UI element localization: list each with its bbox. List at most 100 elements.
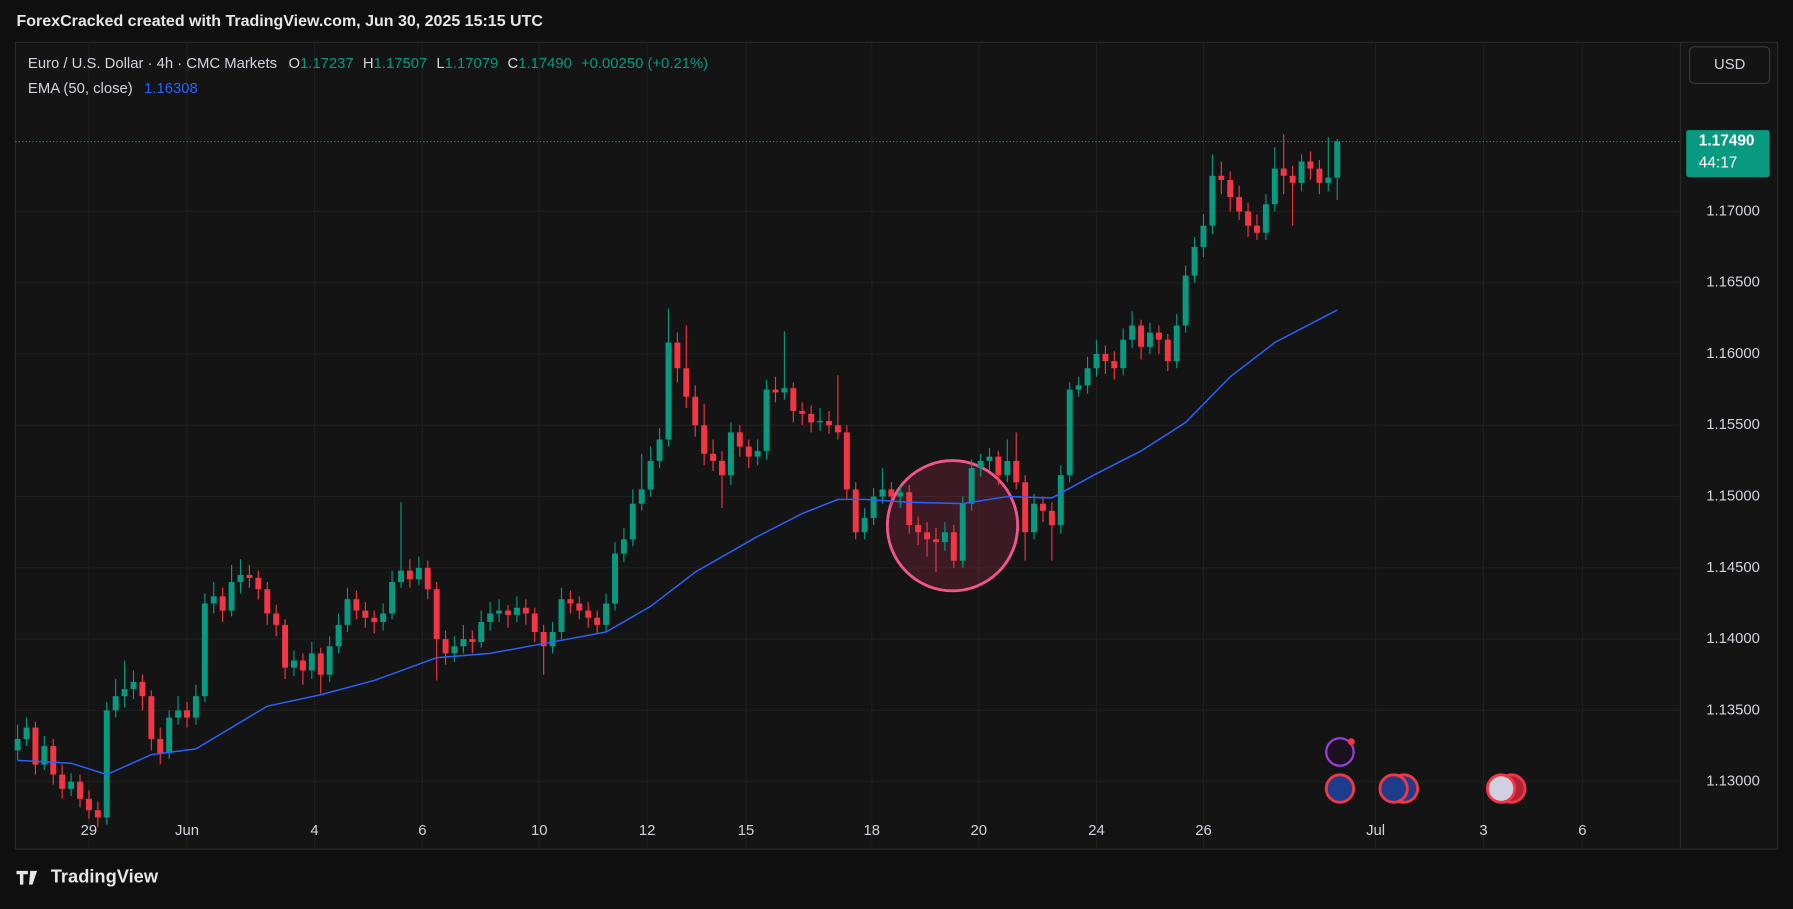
candle-body bbox=[1022, 482, 1029, 533]
x-tick-label: 10 bbox=[531, 823, 548, 839]
candle-body bbox=[906, 492, 913, 526]
candle-body bbox=[567, 599, 574, 604]
candle-body bbox=[790, 388, 797, 411]
candle-body bbox=[1182, 275, 1189, 326]
candle-body bbox=[843, 432, 850, 490]
candle-body bbox=[1129, 325, 1136, 340]
candle-body bbox=[451, 646, 458, 654]
candle-body bbox=[531, 613, 538, 632]
candle-body bbox=[959, 503, 966, 561]
candle-body bbox=[1048, 510, 1055, 526]
candle-body bbox=[371, 617, 378, 623]
candle-body bbox=[505, 610, 511, 615]
candle-body bbox=[291, 660, 297, 668]
event-dot bbox=[1347, 738, 1355, 746]
ema-name: EMA (50, close) bbox=[28, 81, 133, 97]
candle-body bbox=[362, 610, 369, 618]
candle-body bbox=[834, 425, 841, 433]
event-icon[interactable] bbox=[1325, 737, 1355, 767]
marks bbox=[14, 134, 1681, 828]
candle-body bbox=[1147, 332, 1153, 347]
candle-body bbox=[282, 624, 289, 668]
candle-body bbox=[977, 460, 984, 469]
candle-body bbox=[1075, 385, 1082, 390]
x-tick-label: 18 bbox=[864, 823, 881, 839]
candle-body bbox=[335, 624, 342, 647]
x-tick-label: 26 bbox=[1195, 823, 1212, 839]
x-tick-label: 29 bbox=[81, 823, 98, 839]
candle-body bbox=[799, 410, 806, 414]
event-icon[interactable] bbox=[1324, 773, 1356, 804]
candle-body bbox=[1191, 247, 1198, 276]
candle-body bbox=[442, 639, 449, 654]
currency-button[interactable] bbox=[1689, 46, 1771, 84]
candle-body bbox=[941, 532, 948, 543]
ema-line bbox=[17, 309, 1338, 776]
candle-body bbox=[255, 577, 262, 590]
candle-body bbox=[1031, 503, 1038, 533]
candle-body bbox=[603, 603, 610, 625]
candle-body bbox=[299, 660, 306, 671]
candle-body bbox=[50, 746, 57, 775]
candle-body bbox=[736, 432, 743, 447]
legend-line: Euro / U.S. Dollar · 4h · CMC Markets O1.… bbox=[28, 56, 708, 72]
candle-body bbox=[763, 389, 770, 451]
candle-body bbox=[1120, 339, 1127, 369]
candle-body bbox=[1280, 168, 1287, 176]
candle-body bbox=[1138, 325, 1145, 347]
candle-body bbox=[861, 517, 868, 533]
candle-body bbox=[647, 460, 654, 490]
candle-body bbox=[1173, 325, 1180, 362]
candle-body bbox=[192, 696, 199, 718]
candle-body bbox=[549, 631, 556, 647]
candle-body bbox=[897, 492, 904, 497]
candle-body bbox=[1209, 175, 1216, 226]
last-price-label: 1.17490 bbox=[1699, 133, 1755, 150]
candle-body bbox=[852, 489, 859, 533]
legend-high: 1.17507 bbox=[374, 56, 428, 72]
candle-body bbox=[469, 639, 476, 642]
candle-body bbox=[1253, 225, 1260, 233]
candle-body bbox=[692, 396, 699, 426]
candle-body bbox=[23, 727, 30, 739]
x-tick-label: 4 bbox=[310, 823, 318, 839]
candle-body bbox=[424, 567, 431, 590]
candle-body bbox=[68, 781, 75, 789]
event-icon[interactable] bbox=[1378, 773, 1409, 804]
candle-body bbox=[674, 342, 681, 369]
legend-low-label: L bbox=[436, 56, 444, 72]
legend-close: 1.17490 bbox=[518, 56, 572, 72]
candle-body bbox=[1200, 225, 1207, 248]
candle-body bbox=[879, 489, 886, 497]
highlight-circle bbox=[885, 459, 1020, 593]
candle-body bbox=[915, 525, 922, 533]
legend-high-label: H bbox=[363, 56, 374, 72]
currency-label[interactable]: USD bbox=[1714, 57, 1746, 73]
candle-body bbox=[950, 532, 957, 561]
x-tick-label: Jun bbox=[175, 823, 199, 839]
brand-logo bbox=[16, 870, 38, 885]
candle-body bbox=[433, 589, 440, 640]
x-tick-label: 15 bbox=[738, 823, 755, 839]
chart-pane bbox=[14, 41, 1779, 850]
candle-body bbox=[103, 710, 110, 818]
x-tick-label: 12 bbox=[639, 823, 656, 839]
candle-body bbox=[14, 738, 21, 751]
brand-name: TradingView bbox=[51, 866, 159, 887]
candle-body bbox=[870, 496, 877, 518]
candle-body bbox=[41, 746, 48, 765]
candle-body bbox=[460, 639, 467, 647]
x-tick-label: Jul bbox=[1366, 823, 1385, 839]
candle-body bbox=[540, 631, 547, 647]
candle-body bbox=[1298, 161, 1305, 183]
legend-open-label: O bbox=[288, 56, 300, 72]
candle-body bbox=[130, 681, 137, 690]
event-icon[interactable] bbox=[1485, 773, 1517, 804]
candle-body bbox=[1236, 197, 1243, 212]
candle-body bbox=[85, 798, 92, 811]
candle-body bbox=[1227, 180, 1234, 198]
candle-body bbox=[308, 653, 315, 671]
legend-change: +0.00250 (+0.21%) bbox=[581, 56, 708, 72]
